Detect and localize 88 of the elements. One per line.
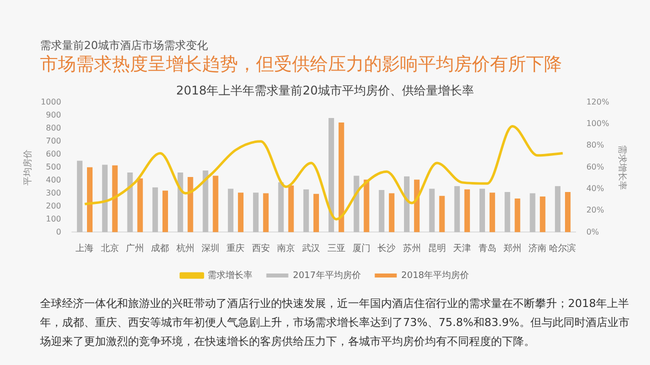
y-axis-title: 平均房价 bbox=[22, 149, 34, 186]
x-tick-label: 济南 bbox=[528, 242, 547, 254]
bar bbox=[479, 188, 486, 232]
y-tick-label: 500 bbox=[46, 162, 62, 172]
y-tick-label: 1000 bbox=[40, 97, 62, 106]
legend-label: 需求增长率 bbox=[207, 270, 252, 281]
bar bbox=[288, 185, 294, 232]
bar bbox=[388, 193, 394, 232]
bar bbox=[554, 186, 560, 232]
x-tick-label: 苏州 bbox=[402, 242, 421, 254]
bar bbox=[429, 188, 435, 232]
x-tick-label: 上海 bbox=[76, 242, 94, 254]
x-tick-label: 杭州 bbox=[175, 242, 194, 254]
bar bbox=[364, 180, 370, 232]
bar bbox=[212, 176, 218, 232]
x-tick-label: 厦门 bbox=[352, 242, 370, 254]
y2-tick-label: 20% bbox=[586, 206, 605, 215]
bar bbox=[238, 192, 244, 232]
y-tick-label: 700 bbox=[46, 136, 62, 146]
y-tick-label: 100 bbox=[46, 214, 62, 224]
bar bbox=[102, 164, 108, 232]
y2-tick-label: 80% bbox=[586, 140, 605, 150]
bar bbox=[414, 180, 420, 232]
bar bbox=[565, 192, 571, 232]
bar bbox=[378, 190, 384, 232]
bar bbox=[530, 193, 536, 232]
bar bbox=[454, 186, 460, 232]
y-tick-label: 0 bbox=[56, 227, 62, 236]
bar bbox=[228, 188, 234, 232]
legend-label: 2018年平均房价 bbox=[401, 270, 470, 281]
bar bbox=[404, 176, 410, 232]
x-tick-label: 哈尔滨 bbox=[549, 242, 576, 254]
bar bbox=[439, 196, 445, 232]
bar bbox=[313, 194, 319, 232]
bar bbox=[76, 160, 82, 232]
y-tick-label: 800 bbox=[46, 123, 62, 132]
bar bbox=[464, 189, 470, 232]
x-tick-label: 郑州 bbox=[503, 242, 522, 254]
bar bbox=[137, 178, 143, 232]
bar bbox=[540, 196, 546, 232]
x-tick-label: 深圳 bbox=[202, 242, 220, 254]
bar bbox=[263, 193, 269, 232]
y2-tick-label: 60% bbox=[586, 162, 605, 172]
y-tick-label: 200 bbox=[46, 201, 62, 210]
bar bbox=[127, 172, 133, 232]
x-tick-label: 北京 bbox=[100, 242, 119, 254]
chart-title: 2018年上半年需求量前20城市平均房价、供给量增长率 bbox=[176, 83, 474, 98]
x-tick-label: 昆明 bbox=[428, 242, 446, 254]
y2-tick-label: 120% bbox=[586, 97, 610, 106]
y-tick-label: 900 bbox=[46, 110, 62, 120]
bar bbox=[514, 198, 520, 232]
bar bbox=[303, 189, 309, 232]
bar bbox=[338, 122, 344, 232]
text: 需求量前20城市酒店市场需求变化 bbox=[40, 38, 208, 53]
x-tick-label: 武汉 bbox=[302, 242, 320, 254]
bar bbox=[152, 187, 158, 232]
bar bbox=[162, 190, 168, 232]
y-tick-label: 400 bbox=[46, 175, 62, 184]
bar bbox=[490, 192, 496, 232]
line-series bbox=[83, 124, 564, 220]
y2-axis-title: 需求增长率 bbox=[616, 144, 628, 190]
x-tick-label: 长沙 bbox=[378, 242, 396, 254]
bar bbox=[188, 177, 194, 232]
y2-tick-label: 100% bbox=[586, 119, 610, 128]
y2-tick-label: 0% bbox=[586, 227, 600, 236]
text: 全球经济一体化和旅游业的兴旺带动了酒店行业的快速发展，近一年国内酒店住宿行业的需求量在不断攀升；2018年上半年，成都、重庆、西安等城市年初便人气急剧上升，市场需求增长率达到了73%、75.8%和83.9%。但与此同时酒店业市场迎来了更加激烈的竞争环境，在快速增长的客房供给压力下，各城市平均房价均有不同程度的下降。 bbox=[40, 296, 630, 350]
y-tick-label: 300 bbox=[46, 188, 62, 198]
y2-tick-label: 40% bbox=[586, 184, 605, 194]
bar bbox=[354, 176, 360, 232]
x-tick-label: 青岛 bbox=[478, 242, 496, 254]
bar bbox=[112, 165, 118, 232]
x-tick-label: 南京 bbox=[277, 242, 296, 254]
bar bbox=[253, 192, 259, 232]
y-tick-label: 600 bbox=[46, 149, 62, 158]
bar bbox=[328, 118, 334, 232]
text: 市场需求热度呈增长趋势，但受供给压力的影响平均房价有所下降 bbox=[40, 53, 562, 76]
bar bbox=[178, 172, 184, 232]
bar bbox=[504, 192, 510, 232]
x-tick-label: 成都 bbox=[151, 242, 170, 254]
bar bbox=[87, 167, 93, 232]
bar bbox=[278, 182, 284, 232]
x-tick-label: 三亚 bbox=[327, 244, 346, 254]
x-tick-label: 重庆 bbox=[226, 242, 245, 254]
x-tick-label: 西安 bbox=[252, 242, 270, 254]
x-tick-label: 天津 bbox=[453, 242, 472, 254]
legend-label: 2017年平均房价 bbox=[292, 270, 361, 281]
x-tick-label: 广州 bbox=[126, 242, 144, 254]
bar bbox=[202, 170, 208, 232]
